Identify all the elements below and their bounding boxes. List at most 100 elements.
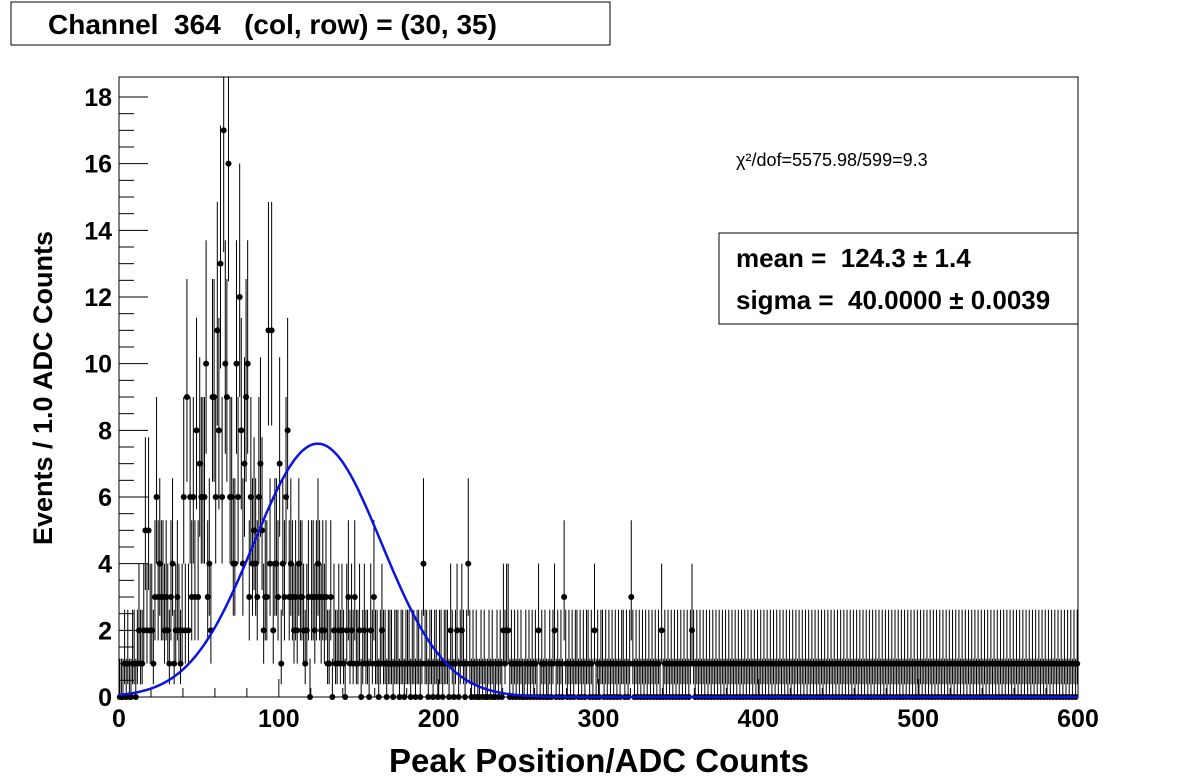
y-tick-label: 12	[84, 284, 112, 312]
data-point	[246, 594, 253, 600]
data-point	[489, 660, 496, 667]
y-tick-labels: 0 2 4 6 8 10 12 14 16 18	[84, 84, 112, 712]
data-point	[174, 594, 181, 600]
data-point	[327, 594, 334, 600]
data-point	[366, 694, 373, 700]
data-point	[446, 694, 453, 700]
data-point	[252, 560, 259, 567]
y-tick-label: 10	[84, 351, 112, 379]
x-tick-label: 600	[1057, 705, 1099, 733]
data-point	[263, 594, 270, 600]
data-point	[342, 694, 349, 700]
data-point	[549, 660, 556, 667]
data-point	[330, 627, 337, 634]
data-point	[501, 660, 508, 667]
data-point	[658, 627, 665, 634]
data-point	[361, 627, 368, 634]
data-point	[241, 460, 248, 467]
data-point	[425, 694, 432, 700]
data-point	[551, 627, 558, 634]
data-point	[284, 427, 291, 434]
data-point	[204, 594, 211, 600]
data-point	[275, 594, 282, 600]
data-point	[222, 360, 229, 367]
data-point	[541, 660, 548, 667]
data-point	[329, 694, 336, 700]
data-point	[588, 660, 595, 667]
title-box	[10, 1, 611, 46]
data-point	[356, 627, 363, 634]
x-axis-label: Peak Position/ADC Counts	[389, 742, 809, 776]
data-point	[153, 494, 160, 500]
x-tick-labels: 0 100 200 300 400 500 600	[112, 705, 1099, 733]
data-point	[201, 494, 208, 500]
data-point	[203, 360, 210, 367]
data-point	[127, 694, 134, 700]
data-point	[383, 694, 390, 700]
data-point	[447, 627, 454, 634]
data-point	[195, 594, 202, 600]
data-point	[206, 560, 213, 567]
data-point	[270, 627, 277, 634]
x-tick-label: 200	[418, 705, 460, 733]
data-point	[196, 460, 203, 467]
data-point	[233, 360, 240, 367]
data-point	[321, 627, 328, 634]
data-point	[268, 327, 275, 334]
y-tick-label: 14	[84, 217, 112, 245]
data-point	[348, 627, 355, 634]
data-point	[167, 594, 174, 600]
data-point	[215, 427, 222, 434]
data-point	[314, 560, 321, 567]
data-point	[279, 560, 286, 567]
data-point	[243, 394, 250, 400]
data-point	[219, 494, 226, 500]
data-point	[257, 460, 264, 467]
data-point	[498, 694, 505, 700]
data-point	[591, 627, 598, 634]
data-point	[283, 494, 290, 500]
data-point	[417, 694, 424, 700]
data-point	[238, 427, 245, 434]
data-point	[396, 694, 403, 700]
y-tick-label: 4	[98, 551, 112, 579]
data-point	[193, 427, 200, 434]
mean-value: mean = 124.3 ± 1.4	[736, 243, 971, 273]
data-point	[535, 627, 542, 634]
data-point	[326, 660, 333, 667]
data-point	[163, 594, 170, 600]
data-point	[345, 594, 352, 600]
data-point	[340, 660, 347, 667]
data-point	[255, 494, 262, 500]
data-point	[322, 594, 329, 600]
data-point	[557, 660, 564, 667]
y-axis-label: Events / 1.0 ADC Counts	[28, 231, 58, 545]
data-point	[412, 694, 419, 700]
y-tick-label: 18	[84, 84, 112, 112]
data-point	[171, 660, 178, 667]
data-point	[367, 627, 374, 634]
data-point	[185, 627, 192, 634]
data-point	[517, 660, 524, 667]
data-point	[370, 594, 377, 600]
data-point	[235, 494, 242, 500]
data-point	[236, 294, 243, 300]
data-point	[180, 494, 187, 500]
data-point	[481, 660, 488, 667]
data-point	[343, 627, 350, 634]
data-point	[458, 627, 465, 634]
gaussian-fit-curve	[118, 442, 1078, 699]
data-point	[287, 560, 294, 567]
data-point	[465, 560, 472, 567]
y-tick-label: 6	[98, 484, 112, 512]
y-tick-label: 16	[84, 151, 112, 179]
data-point	[166, 660, 173, 667]
data-point	[450, 694, 457, 700]
chi2-annotation: χ²/dof=5575.98/599=9.3	[736, 150, 928, 170]
data-point	[211, 394, 218, 400]
data-point	[177, 660, 184, 667]
data-point	[434, 694, 441, 700]
data-point	[228, 494, 235, 500]
data-point	[217, 260, 224, 267]
